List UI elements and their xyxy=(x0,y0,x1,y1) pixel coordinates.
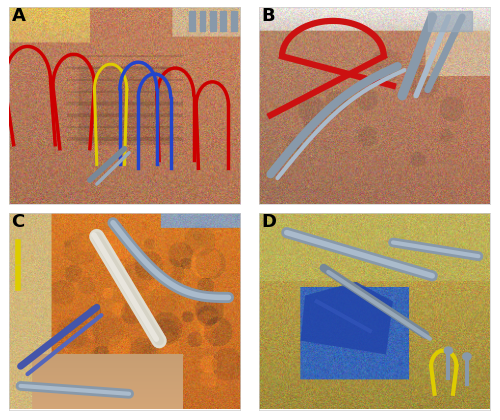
Text: C: C xyxy=(12,213,25,231)
Bar xyxy=(231,11,236,31)
Text: A: A xyxy=(12,7,26,25)
Circle shape xyxy=(444,347,452,354)
Bar xyxy=(200,11,205,31)
Text: D: D xyxy=(262,213,276,231)
Bar xyxy=(189,11,195,31)
Text: B: B xyxy=(262,7,275,25)
Bar xyxy=(220,11,226,31)
Polygon shape xyxy=(300,282,393,354)
Bar xyxy=(210,11,216,31)
Circle shape xyxy=(462,353,471,360)
